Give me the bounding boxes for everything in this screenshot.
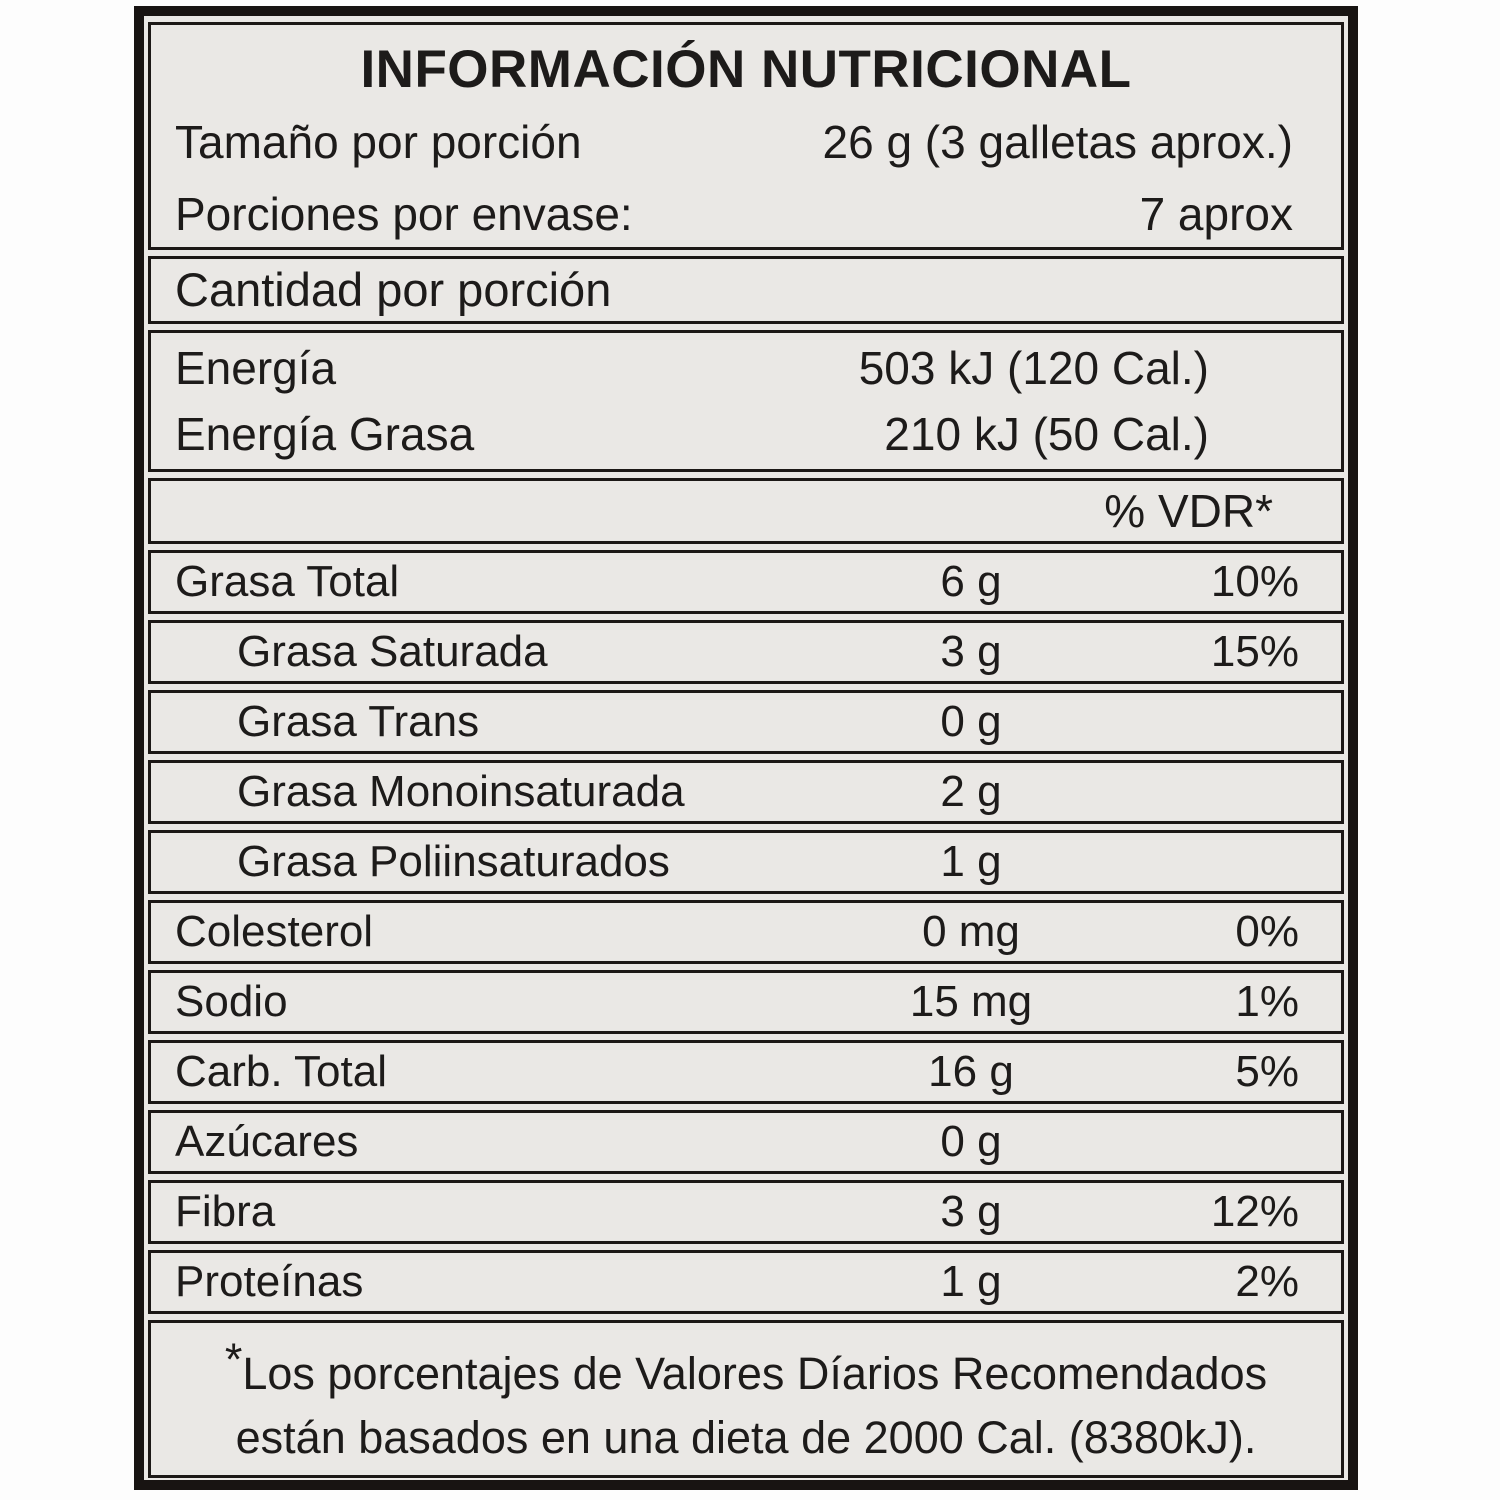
nutrient-label: Grasa Trans	[237, 697, 480, 746]
nutrient-dv: 12%	[1210, 1187, 1299, 1236]
energy-fat-label: Energía Grasa	[175, 408, 475, 460]
nutrient-row-sodio: Sodio 15 mg 1%	[148, 970, 1344, 1034]
nutrient-row-colesterol: Colesterol 0 mg 0%	[148, 900, 1344, 964]
label-header-section: INFORMACIÓN NUTRICIONAL Tamaño por porci…	[148, 22, 1344, 250]
serving-size-label: Tamaño por porción	[175, 116, 582, 168]
nutrient-row-grasa-saturada: Grasa Saturada 3 g 15%	[148, 620, 1344, 684]
energy-row: Energía 503 kJ (120 Cal.)	[151, 335, 1341, 401]
nutrient-row-grasa-trans: Grasa Trans 0 g	[148, 690, 1344, 754]
nutrient-dv: 1%	[1235, 977, 1299, 1026]
amount-per-serving-label: Cantidad por porción	[175, 263, 612, 316]
energy-value: 503 kJ (120 Cal.)	[858, 342, 1209, 394]
footnote-text-1: Los porcentajes de Valores Díarios Recom…	[242, 1348, 1268, 1399]
nutrient-dv: 10%	[1210, 557, 1299, 606]
nutrient-dv: 2%	[1235, 1257, 1299, 1306]
amount-per-serving-section: Cantidad por porción	[148, 256, 1344, 324]
servings-per-container-label: Porciones por envase:	[175, 188, 633, 240]
energy-section: Energía 503 kJ (120 Cal.) Energía Grasa …	[148, 330, 1344, 472]
nutrient-row-azucares: Azúcares 0 g	[148, 1110, 1344, 1174]
daily-value-header: % VDR*	[1104, 485, 1273, 537]
nutrient-label: Grasa Total	[175, 557, 400, 606]
energy-fat-row: Energía Grasa 210 kJ (50 Cal.)	[151, 401, 1341, 467]
nutrient-row-grasa-total: Grasa Total 6 g 10%	[148, 550, 1344, 614]
nutrient-amount: 15 mg	[909, 977, 1033, 1026]
nutrient-dv: 15%	[1210, 627, 1299, 676]
nutrient-label: Fibra	[175, 1187, 276, 1236]
nutrient-label: Carb. Total	[175, 1047, 387, 1096]
nutrient-label: Colesterol	[175, 907, 374, 956]
energy-label: Energía	[175, 342, 337, 394]
daily-value-header-section: % VDR*	[148, 478, 1344, 544]
nutrient-amount: 0 mg	[922, 907, 1020, 956]
nutrient-label: Azúcares	[175, 1117, 359, 1166]
nutrient-amount: 1 g	[940, 1257, 1002, 1306]
nutrient-amount: 16 g	[928, 1047, 1014, 1096]
footnote-line-1: *Los porcentajes de Valores Díarios Reco…	[151, 1328, 1341, 1406]
nutrition-facts-label: INFORMACIÓN NUTRICIONAL Tamaño por porci…	[134, 6, 1358, 1490]
nutrient-dv: 0%	[1235, 907, 1299, 956]
footnote-asterisk: *	[224, 1334, 243, 1385]
nutrient-amount: 6 g	[940, 557, 1002, 606]
nutrient-amount: 2 g	[940, 767, 1002, 816]
energy-fat-value: 210 kJ (50 Cal.)	[884, 408, 1209, 460]
nutrient-amount: 0 g	[940, 1117, 1002, 1166]
nutrient-label: Grasa Saturada	[237, 627, 548, 676]
nutrient-amount: 1 g	[940, 837, 1002, 886]
nutrient-row-carb-total: Carb. Total 16 g 5%	[148, 1040, 1344, 1104]
nutrient-dv: 5%	[1235, 1047, 1299, 1096]
footnote-section: *Los porcentajes de Valores Díarios Reco…	[148, 1320, 1344, 1478]
nutrient-amount: 3 g	[940, 627, 1002, 676]
serving-size-row: Tamaño por porción 26 g (3 galletas apro…	[151, 106, 1341, 178]
servings-per-container-value: 7 aprox	[1139, 188, 1293, 240]
nutrient-row-proteinas: Proteínas 1 g 2%	[148, 1250, 1344, 1314]
nutrient-label: Grasa Monoinsaturada	[237, 767, 685, 816]
nutrient-row-fibra: Fibra 3 g 12%	[148, 1180, 1344, 1244]
nutrient-amount: 0 g	[940, 697, 1002, 746]
serving-size-value: 26 g (3 galletas aprox.)	[822, 116, 1294, 168]
amount-per-serving-row: Cantidad por porción	[151, 260, 1341, 320]
footnote-text-2: están basados en una dieta de 2000 Cal. …	[235, 1412, 1257, 1463]
nutrient-label: Grasa Poliinsaturados	[237, 837, 670, 886]
footnote-line-2: están basados en una dieta de 2000 Cal. …	[151, 1406, 1341, 1470]
nutrient-row-grasa-poliinsaturados: Grasa Poliinsaturados 1 g	[148, 830, 1344, 894]
label-title: INFORMACIÓN NUTRICIONAL	[360, 40, 1132, 99]
nutrient-row-grasa-monoinsaturada: Grasa Monoinsaturada 2 g	[148, 760, 1344, 824]
nutrient-label: Proteínas	[175, 1257, 364, 1306]
servings-per-container-row: Porciones por envase: 7 aprox	[151, 178, 1341, 250]
nutrient-amount: 3 g	[940, 1187, 1002, 1236]
nutrient-label: Sodio	[175, 977, 288, 1026]
